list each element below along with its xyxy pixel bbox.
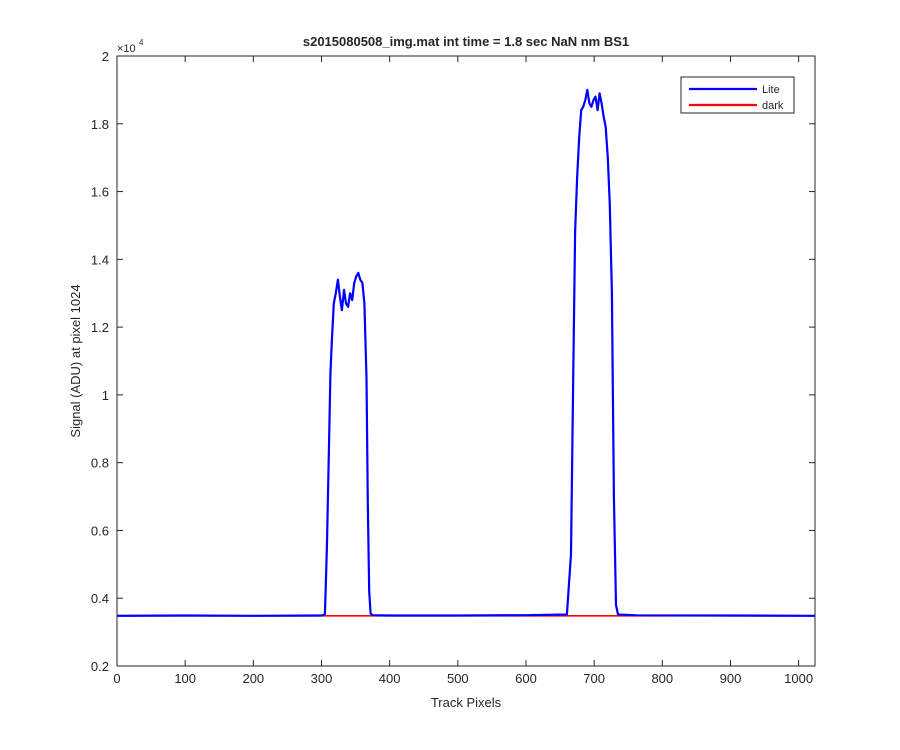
chart-title: s2015080508_img.mat int time = 1.8 sec N… [303, 34, 629, 49]
legend-box [680, 76, 795, 114]
y-tick-label: 0.8 [91, 456, 109, 471]
x-tick-label: 100 [174, 671, 196, 686]
y-axis-label: Signal (ADU) at pixel 1024 [68, 284, 83, 437]
series-layer [116, 88, 816, 617]
x-tick-label: 600 [515, 671, 537, 686]
y-tick-label: 0.6 [91, 523, 109, 538]
y-exponent-base: ×10 [117, 43, 136, 55]
series-line-lite [116, 88, 816, 617]
y-tick-label: 1.2 [91, 320, 109, 335]
x-tick-label: 700 [583, 671, 605, 686]
y-tick-label: 1.4 [91, 252, 109, 267]
x-tick-label: 200 [242, 671, 264, 686]
x-tick-label: 400 [379, 671, 401, 686]
x-tick-label: 800 [651, 671, 673, 686]
plot-frame [116, 55, 816, 667]
y-tick-label: 2 [102, 49, 109, 64]
y-tick-label: 0.4 [91, 591, 109, 606]
y-tick-label: 1 [102, 388, 109, 403]
y-axis-ticks: 0.2 0.4 0.6 0.8 1 1.2 1.4 1.6 1.8 2 [91, 49, 815, 674]
x-tick-label: 0 [113, 671, 120, 686]
x-tick-label: 900 [720, 671, 742, 686]
legend-label-lite: Lite [762, 84, 780, 96]
x-axis-label: Track Pixels [431, 695, 502, 710]
x-axis-ticks: 0 100 200 300 400 500 600 700 800 900 1000 [113, 56, 813, 686]
y-tick-label: 1.8 [91, 117, 109, 132]
legend-label-dark: dark [762, 100, 784, 112]
y-tick-label: 0.2 [91, 659, 109, 674]
x-tick-label: 500 [447, 671, 469, 686]
x-tick-label: 300 [311, 671, 333, 686]
plot-area [117, 56, 815, 666]
y-exponent-power: 4 [139, 38, 144, 47]
y-tick-label: 1.6 [91, 185, 109, 200]
x-tick-label: 1000 [784, 671, 813, 686]
legend: Lite dark [680, 76, 795, 114]
